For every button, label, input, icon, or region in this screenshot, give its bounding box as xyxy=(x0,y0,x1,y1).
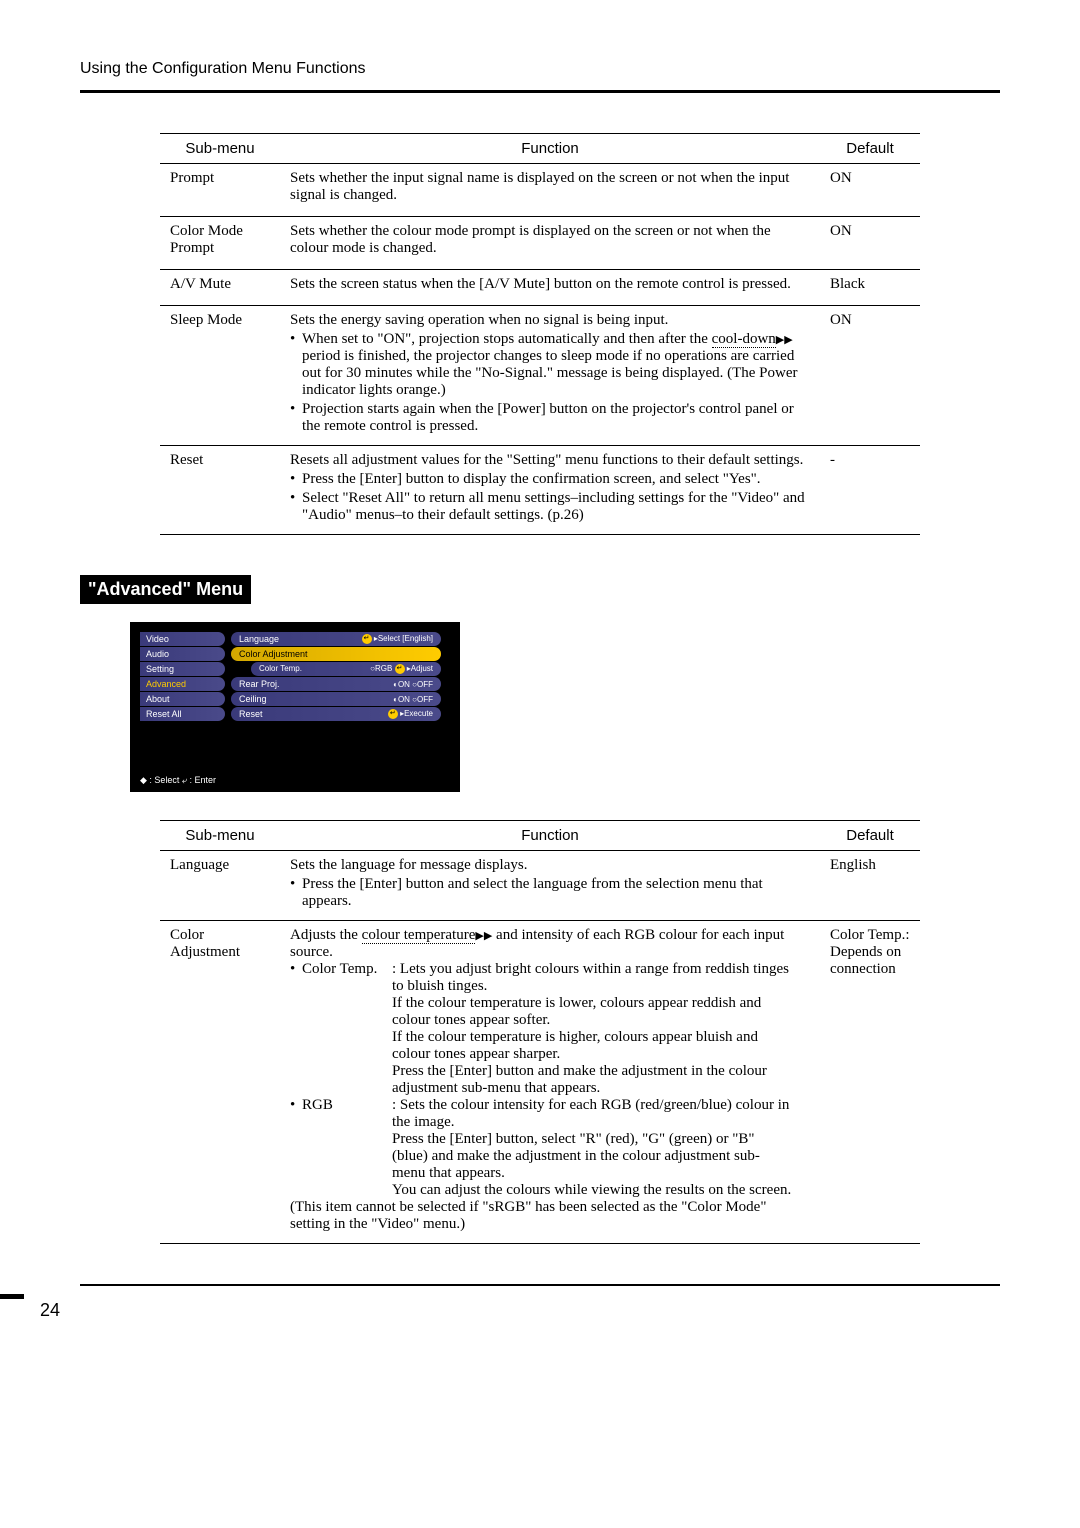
table-row: A/V MuteSets the screen status when the … xyxy=(160,270,920,306)
page-header-section: Using the Configuration Menu Functions xyxy=(80,60,1000,93)
th-function: Function xyxy=(280,821,820,851)
menu-shot-right-rows: Language↵ ▸Select [English]Color Adjustm… xyxy=(231,632,441,721)
th-default: Default xyxy=(820,134,920,164)
table-row: Sleep ModeSets the energy saving operati… xyxy=(160,306,920,446)
table-header-row: Sub-menu Function Default xyxy=(160,821,920,851)
cell-submenu: Color Adjustment xyxy=(160,921,280,1244)
advanced-menu-heading: "Advanced" Menu xyxy=(80,575,251,604)
th-default: Default xyxy=(820,821,920,851)
cell-function: Sets whether the colour mode prompt is d… xyxy=(280,217,820,270)
th-submenu: Sub-menu xyxy=(160,134,280,164)
menu-row: Ceiling◐ON ○OFF xyxy=(231,692,441,706)
cell-default: English xyxy=(820,851,920,921)
menu-row: Color Temp.○RGB ↵ ▸Adjust xyxy=(251,662,441,676)
advanced-menu-screenshot: VideoAudioSettingAdvancedAboutReset All … xyxy=(130,622,460,792)
menu-tab: Audio xyxy=(140,647,225,661)
menu-row: Language↵ ▸Select [English] xyxy=(231,632,441,646)
cell-function: Sets the energy saving operation when no… xyxy=(280,306,820,446)
table-row: LanguageSets the language for message di… xyxy=(160,851,920,921)
menu-shot-left-tabs: VideoAudioSettingAdvancedAboutReset All xyxy=(140,632,225,721)
cell-default: ON xyxy=(820,306,920,446)
th-submenu: Sub-menu xyxy=(160,821,280,851)
table-row: ResetResets all adjustment values for th… xyxy=(160,446,920,535)
cell-submenu: A/V Mute xyxy=(160,270,280,306)
cell-function: Sets whether the input signal name is di… xyxy=(280,164,820,217)
menu-row: Reset↵ ▸Execute xyxy=(231,707,441,721)
advanced-menu-table: Sub-menu Function Default LanguageSets t… xyxy=(160,820,920,1244)
setting-menu-table: Sub-menu Function Default PromptSets whe… xyxy=(160,133,920,535)
page-header: Using the Configuration Menu Functions xyxy=(80,60,1000,78)
cell-function: Sets the screen status when the [A/V Mut… xyxy=(280,270,820,306)
cell-submenu: Language xyxy=(160,851,280,921)
table-row: PromptSets whether the input signal name… xyxy=(160,164,920,217)
th-function: Function xyxy=(280,134,820,164)
cell-default: Color Temp.: Depends on connection xyxy=(820,921,920,1244)
table-header-row: Sub-menu Function Default xyxy=(160,134,920,164)
cell-default: ON xyxy=(820,164,920,217)
cell-submenu: Sleep Mode xyxy=(160,306,280,446)
cell-function: Resets all adjustment values for the "Se… xyxy=(280,446,820,535)
table-row: Color AdjustmentAdjusts the colour tempe… xyxy=(160,921,920,1244)
menu-tab: Reset All xyxy=(140,707,225,721)
menu-shot-footer: ◆ : Select ⤶ : Enter xyxy=(140,775,216,786)
menu-tab: Advanced xyxy=(140,677,225,691)
menu-tab: About xyxy=(140,692,225,706)
menu-tab: Setting xyxy=(140,662,225,676)
cell-function: Adjusts the colour temperature▶▶ and int… xyxy=(280,921,820,1244)
cell-submenu: Prompt xyxy=(160,164,280,217)
cell-submenu: Color Mode Prompt xyxy=(160,217,280,270)
cell-default: - xyxy=(820,446,920,535)
menu-tab: Video xyxy=(140,632,225,646)
footer-rule xyxy=(80,1284,1000,1286)
page-number-wrap: 24 xyxy=(80,1300,1000,1321)
menu-row: Rear Proj.◐ON ○OFF xyxy=(231,677,441,691)
cell-default: ON xyxy=(820,217,920,270)
table-row: Color Mode PromptSets whether the colour… xyxy=(160,217,920,270)
cell-submenu: Reset xyxy=(160,446,280,535)
advanced-menu-heading-wrap: "Advanced" Menu xyxy=(80,575,1000,604)
header-rule xyxy=(80,90,1000,93)
page-number: 24 xyxy=(40,1300,60,1320)
page-number-bar xyxy=(0,1294,24,1324)
menu-row: Color Adjustment xyxy=(231,647,441,661)
cell-default: Black xyxy=(820,270,920,306)
cell-function: Sets the language for message displays.P… xyxy=(280,851,820,921)
